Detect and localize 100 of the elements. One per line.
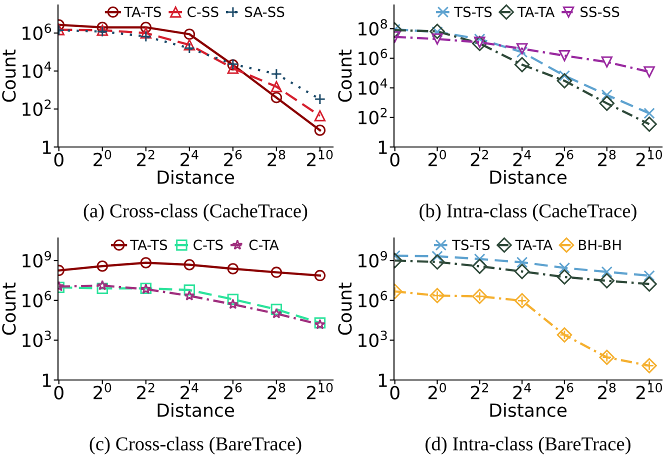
point [516,43,528,54]
y-tick-label: 10$^{2}$ [22,99,51,116]
point [432,33,443,45]
y-tick-label: 10$^{3}$ [358,330,387,348]
point [96,280,108,290]
point [599,350,615,365]
x-tick-label: 2$^{8}$ [598,150,616,166]
x-tick-label: 2$^{4}$ [180,383,198,400]
x-tick-label: 2$^{6}$ [556,150,574,166]
y-tick-label: 10$^{6}$ [22,290,52,308]
x-tick-label: 2$^{4}$ [513,150,531,166]
y-axis-title: Count [2,50,16,102]
point [184,39,196,50]
y-tick-label: 10$^{8}$ [358,19,387,36]
y-tick-label: 1 [42,374,51,387]
point [314,270,326,282]
point [184,290,195,301]
x-tick-label: 2$^{2}$ [137,382,154,400]
x-tick-label: 2$^{0}$ [94,382,112,400]
point [184,28,196,40]
y-axis-title: Count [338,50,352,102]
point [601,89,612,101]
point [270,304,282,315]
point [96,260,108,272]
point [140,27,152,39]
x-tick-label: 2$^{6}$ [224,382,242,400]
point [514,57,530,72]
y-tick-label: 1 [42,140,51,154]
point [516,256,528,268]
point [644,66,655,78]
legend-label: BH-BH [578,240,621,250]
point [514,293,530,308]
point [558,262,570,274]
point [556,269,572,285]
point [270,92,282,104]
point [644,270,655,282]
x-tick-label: 2$^{8}$ [268,382,286,400]
point [514,264,530,280]
y-tick-label: 10$^{4}$ [358,78,388,95]
point [314,110,326,122]
y-tick-label: 10$^{6}$ [22,23,52,40]
point [601,56,612,68]
point [314,94,326,105]
point [430,288,445,304]
point [184,284,196,296]
legend-label: TA-TA [515,240,552,250]
point [644,108,655,119]
point [556,73,572,88]
x-tick-label: 2$^{8}$ [598,382,616,400]
y-tick-label: 10$^{9}$ [22,250,51,268]
x-tick-label: 2$^{0}$ [428,382,446,400]
x-tick-label: 0 [390,386,400,400]
point [227,62,239,74]
legend-label: TS-TS [452,240,490,250]
x-tick-label: 2$^{4}$ [513,383,531,400]
point [228,298,238,310]
y-tick-label: 1 [378,140,387,154]
x-tick-label: 0 [54,152,64,167]
text: (b) Intra-class (CacheTrace) [420,204,636,222]
point [96,22,108,33]
point [516,46,528,58]
point [430,254,445,270]
point [227,294,239,305]
point [271,308,282,318]
y-axis-title: Count [338,282,352,335]
point [601,266,612,278]
legend-label: SS-SS [580,6,620,18]
x-tick-label: 2$^{2}$ [470,382,488,400]
text: (c) Cross-class (BareTrace) [90,436,302,454]
text: (a) Cross-class (CacheTrace) [84,204,308,222]
legend-label: TA-TS [124,6,161,18]
y-tick-label: 10$^{6}$ [358,290,388,308]
point [140,257,152,268]
y-tick-label: 10$^{2}$ [358,108,387,124]
legend-label: C-TS [194,240,223,250]
legend-label: TA-TS [130,240,168,250]
x-tick-label: 2$^{0}$ [94,150,112,166]
x-tick-label: 2$^{10}$ [636,150,662,166]
legend-label: TA-TA [517,6,555,17]
x-tick-label: 2$^{0}$ [428,150,446,166]
legend-label: C-SS [188,6,218,18]
y-tick-label: 1 [378,374,387,387]
y-axis-title: Count [2,282,16,335]
x-tick-label: 0 [54,386,64,400]
x-tick-label: 2$^{2}$ [137,150,154,166]
y-tick-label: 10$^{9}$ [358,250,387,268]
legend-label: TS-TS [454,6,492,18]
point [472,288,488,304]
point [314,124,326,136]
x-tick-label: 2$^{4}$ [180,150,198,166]
legend-label: SA-SS [244,6,284,18]
y-tick-label: 10$^{6}$ [358,48,388,66]
x-axis-title: Distance [490,403,567,418]
x-tick-label: 2$^{2}$ [470,150,488,166]
point [558,50,570,62]
x-tick-label: 2$^{8}$ [268,150,286,166]
point [96,282,108,294]
text: (d) Intra-class (BareTrace) [426,436,630,454]
point [472,36,488,52]
point [472,258,488,274]
